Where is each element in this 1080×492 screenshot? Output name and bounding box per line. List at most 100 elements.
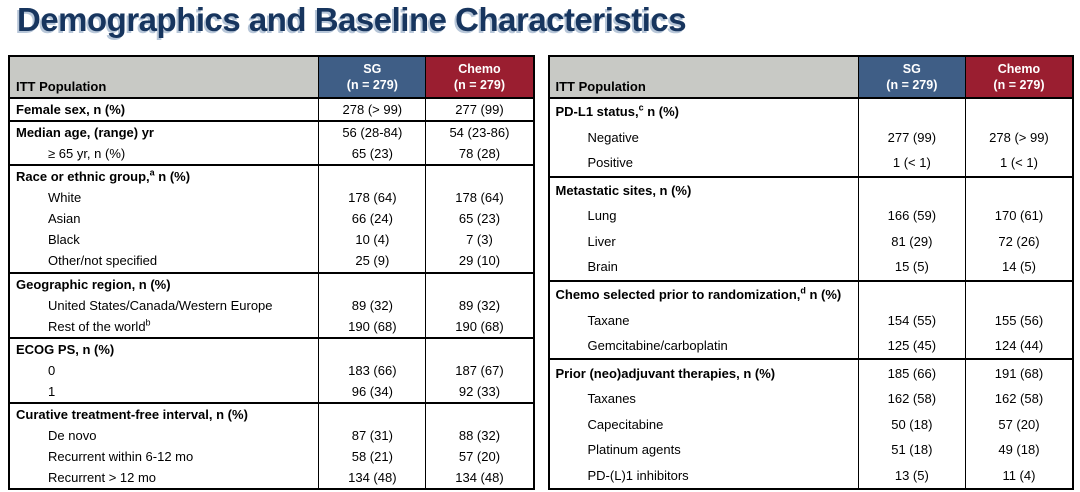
table-row: De novo 87 (31) 88 (32)	[10, 424, 533, 446]
demographics-table-right: ITT Population SG (n = 279) Chemo (n = 2…	[547, 55, 1074, 490]
sg-n-label: (n = 279)	[886, 78, 938, 92]
chemo-value: 187 (67)	[425, 359, 532, 381]
chemo-n-label: (n = 279)	[453, 78, 505, 92]
table-row: Race or ethnic group,a n (%)	[10, 164, 533, 188]
row-label: Recurrent > 12 mo	[48, 470, 157, 486]
row-label: Black	[48, 232, 80, 248]
table-row: Other/not specified 25 (9) 29 (10)	[10, 250, 533, 272]
sg-value: 278 (> 99)	[318, 99, 425, 121]
sg-value: 56 (28-84)	[318, 122, 425, 144]
table-row: Recurrent > 12 mo 134 (48) 134 (48)	[10, 467, 533, 489]
sg-value: 185 (66)	[857, 360, 965, 386]
table-row: 1 96 (34) 92 (33)	[10, 380, 533, 402]
chemo-value: 57 (20)	[425, 446, 532, 468]
sg-value: 87 (31)	[318, 424, 425, 446]
row-label: Geographic region, n (%)	[16, 276, 171, 292]
table-row: Positive 1 (< 1) 1 (< 1)	[550, 150, 1073, 176]
row-label: Curative treatment-free interval, n (%)	[16, 406, 248, 422]
row-label: Prior (neo)adjuvant therapies, n (%)	[555, 365, 776, 381]
table-body: Female sex, n (%) 278 (> 99) 277 (99) Media…	[10, 99, 533, 489]
sg-value: 81 (29)	[857, 228, 965, 255]
sg-arm-label: SG	[902, 61, 921, 76]
table-row: Metastatic sites, n (%)	[549, 175, 1072, 204]
page-title: Demographics and Baseline Characteristic…	[17, 1, 687, 38]
table-row: Brain 15 (5) 14 (5)	[550, 254, 1073, 280]
sg-value	[318, 338, 425, 360]
table-row: 0 183 (66) 187 (67)	[10, 359, 533, 381]
table-row: ECOG PS, n (%)	[10, 336, 533, 360]
sg-value: 183 (66)	[318, 359, 425, 381]
table-row: ≥ 65 yr, n (%) 65 (23) 78 (28)	[10, 143, 533, 165]
row-label: Liver	[587, 233, 616, 249]
table-row: Black 10 (4) 7 (3)	[10, 229, 533, 251]
table-row: PD-(L)1 inhibitors 13 (5) 11 (4)	[550, 462, 1073, 488]
row-label: Capecitabine	[587, 416, 664, 432]
sg-value: 89 (32)	[318, 294, 425, 316]
table-row: PD-L1 status,c n (%)	[550, 99, 1073, 125]
row-label: Positive	[587, 155, 634, 171]
table-row: Geographic region, n (%)	[10, 271, 533, 295]
chemo-value: 278 (> 99)	[964, 124, 1072, 151]
table-header: ITT Population SG (n = 279) Chemo (n = 2…	[549, 57, 1073, 99]
row-label: PD-(L)1 inhibitors	[587, 467, 689, 483]
sg-value	[857, 177, 965, 204]
table-row: Prior (neo)adjuvant therapies, n (%) 185 …	[549, 358, 1072, 386]
table-row: Gemcitabine/carboplatin 125 (45) 124 (44)	[550, 332, 1073, 359]
table-row: Liver 81 (29) 72 (26)	[550, 228, 1073, 255]
sg-value: 1 (< 1)	[857, 150, 965, 176]
table-row: Platinum agents 51 (18) 49 (18)	[550, 436, 1073, 463]
sg-value	[857, 281, 965, 308]
sg-value: 125 (45)	[857, 332, 965, 359]
table-header: ITT Population SG (n = 279) Chemo (n = 2…	[10, 57, 533, 99]
row-label: Other/not specified	[48, 253, 158, 269]
sg-column-header: SG (n = 279)	[318, 57, 426, 97]
chemo-value: 89 (32)	[425, 294, 532, 316]
chemo-value: 57 (20)	[964, 411, 1072, 437]
table-row: Curative treatment-free interval, n (%)	[10, 401, 533, 425]
row-label: White	[48, 190, 82, 206]
chemo-value: 7 (3)	[425, 229, 532, 251]
chemo-column-header: Chemo (n = 279)	[964, 57, 1073, 97]
chemo-value	[425, 273, 532, 295]
row-label: De novo	[48, 427, 97, 443]
row-label: Brain	[587, 259, 618, 275]
sg-value: 178 (64)	[318, 187, 425, 209]
sg-value: 162 (58)	[857, 385, 965, 412]
chemo-value: 178 (64)	[425, 187, 532, 209]
table-row: Rest of the worldb 190 (68) 190 (68)	[10, 315, 533, 337]
row-label: Gemcitabine/carboplatin	[587, 338, 728, 354]
sg-value: 15 (5)	[857, 254, 965, 280]
sg-value: 134 (48)	[318, 467, 425, 489]
row-label: Taxanes	[587, 391, 636, 407]
table-row: Recurrent within 6-12 mo 58 (21) 57 (20)	[10, 446, 533, 468]
chemo-value: 49 (18)	[964, 436, 1072, 463]
chemo-value: 65 (23)	[425, 208, 532, 230]
chemo-value	[425, 403, 532, 425]
chemo-value: 29 (10)	[425, 250, 532, 272]
demographics-table-left: ITT Population SG (n = 279) Chemo (n = 2…	[8, 55, 535, 490]
chemo-value: 124 (44)	[964, 332, 1072, 359]
table-body: PD-L1 status,c n (%) Negative 277 (99) 278 …	[549, 99, 1073, 488]
chemo-value: 1 (< 1)	[964, 150, 1072, 176]
table-row: Median age, (range) yr 56 (28-84) 54 (23-8…	[10, 120, 533, 144]
row-label: Race or ethnic group,a n (%)	[16, 167, 191, 185]
chemo-value	[964, 99, 1072, 125]
row-label: Negative	[587, 129, 639, 145]
chemo-n-label: (n = 279)	[993, 78, 1045, 92]
chemo-value	[964, 281, 1072, 308]
sg-value: 51 (18)	[857, 436, 965, 463]
sg-value: 50 (18)	[857, 411, 965, 437]
chemo-value: 134 (48)	[425, 467, 532, 489]
table-row: Taxanes 162 (58) 162 (58)	[550, 385, 1073, 412]
row-label: PD-L1 status,c n (%)	[555, 102, 679, 120]
chemo-value	[425, 338, 532, 360]
chemo-arm-label: Chemo	[458, 61, 501, 76]
row-label: 1	[48, 383, 56, 399]
table-row: Taxane 154 (55) 155 (56)	[550, 307, 1073, 333]
chemo-value: 88 (32)	[425, 424, 532, 446]
chemo-value: 170 (61)	[964, 203, 1072, 229]
row-label: Lung	[587, 208, 617, 224]
sg-value: 58 (21)	[318, 446, 425, 468]
table-row: Negative 277 (99) 278 (> 99)	[550, 124, 1073, 151]
